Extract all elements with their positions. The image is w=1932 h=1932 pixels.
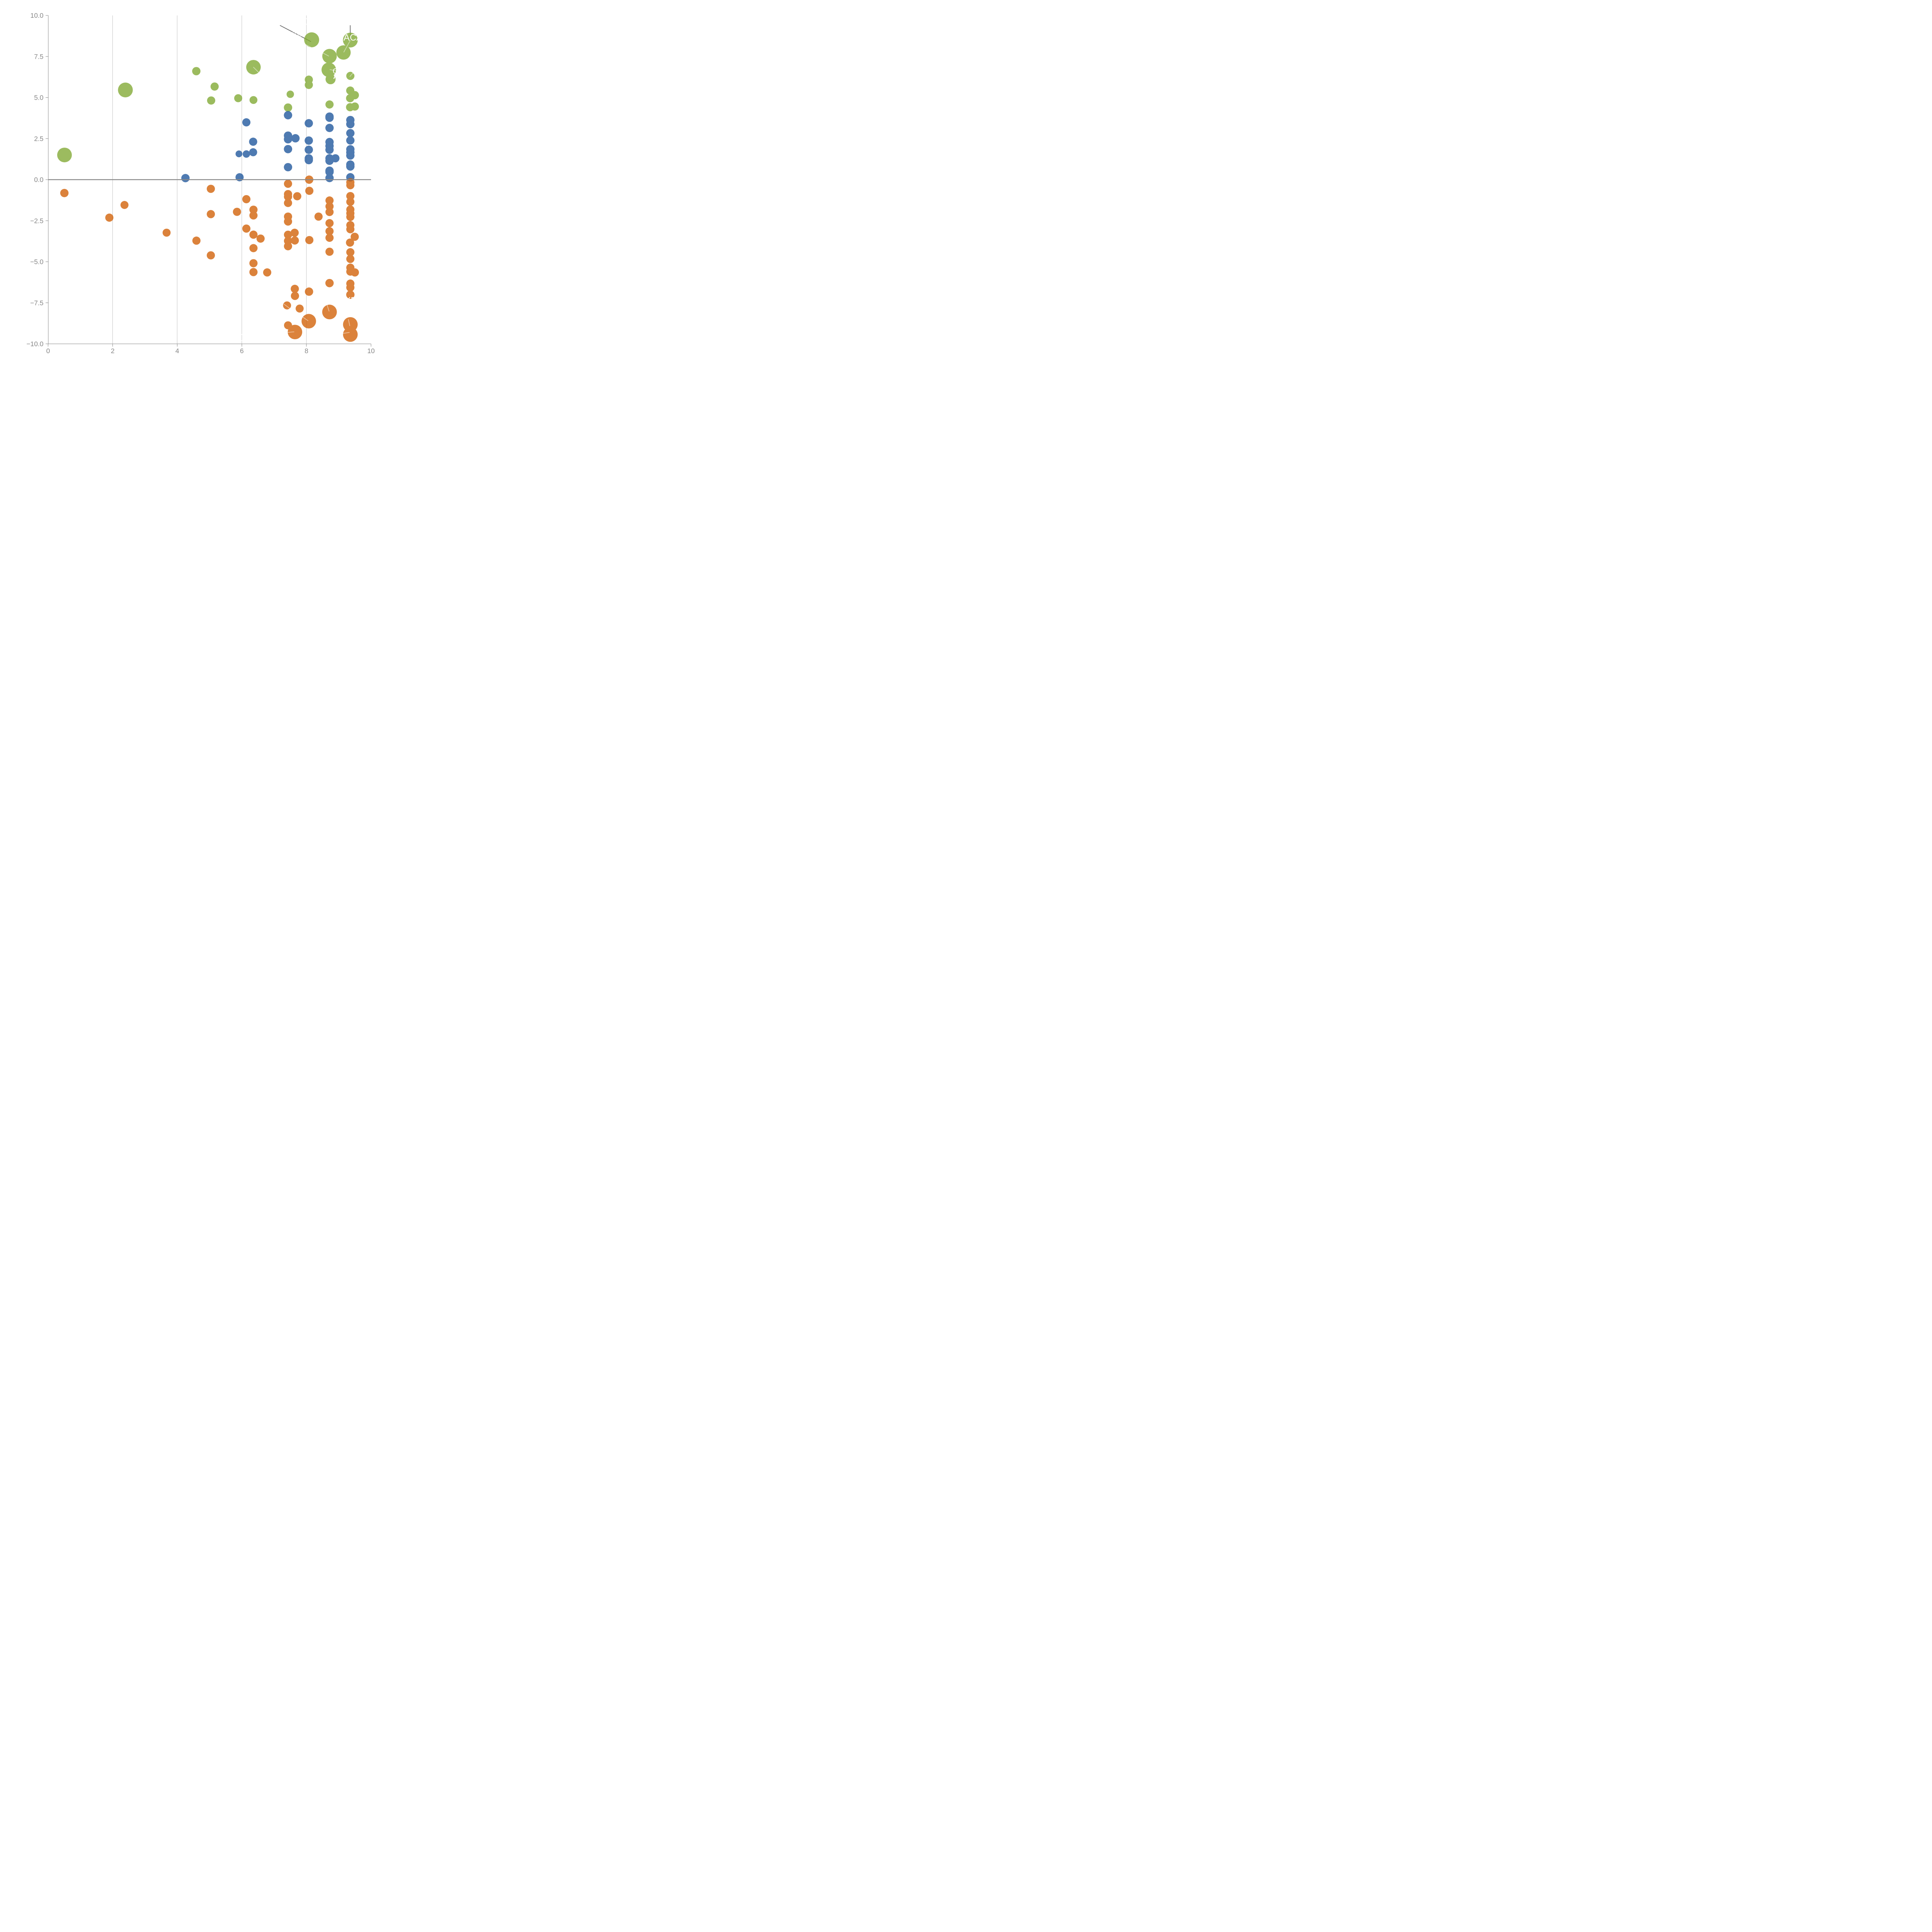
svg-text:5.0: 5.0	[34, 94, 43, 102]
svg-text:2: 2	[111, 347, 115, 355]
svg-text:XF: XF	[345, 295, 356, 305]
svg-text:6: 6	[240, 347, 244, 355]
svg-text:4: 4	[175, 347, 179, 355]
svg-text:O: O	[238, 332, 245, 343]
svg-text:7.5: 7.5	[34, 53, 43, 60]
svg-text:−7.5: −7.5	[30, 299, 43, 307]
svg-text:CACA: CACA	[337, 32, 363, 43]
svg-text:0.0: 0.0	[34, 176, 43, 184]
svg-text:O: O	[303, 17, 310, 27]
svg-text:AC: AC	[291, 28, 303, 38]
svg-text:A: A	[333, 70, 340, 81]
svg-text:10.0: 10.0	[31, 12, 44, 19]
svg-text:8: 8	[304, 347, 308, 355]
svg-text:0: 0	[46, 347, 50, 355]
svg-text:10: 10	[367, 347, 375, 355]
svg-text:2.5: 2.5	[34, 135, 43, 143]
svg-text:−10.0: −10.0	[26, 340, 43, 348]
svg-text:O: O	[333, 68, 338, 76]
svg-text:−2.5: −2.5	[30, 217, 43, 224]
svg-text:−5.0: −5.0	[30, 258, 43, 266]
